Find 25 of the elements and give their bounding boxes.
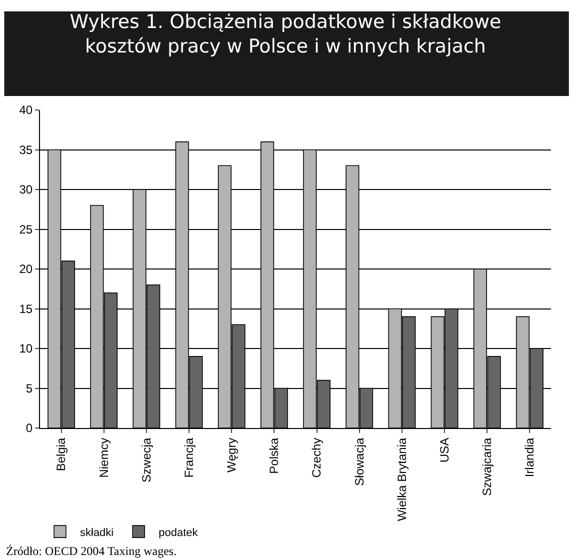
x-tick-label: USA xyxy=(437,438,452,462)
x-tick-label: Niemcy xyxy=(96,438,111,478)
x-tick-label: Słowacja xyxy=(352,437,366,486)
legend-label: składki xyxy=(80,526,114,539)
x-tick-label: Węgry xyxy=(224,438,239,472)
y-tick-label: 5 xyxy=(26,381,33,396)
x-tick-label: Szwajcaria xyxy=(480,437,494,496)
x-tick-label: Czechy xyxy=(310,438,324,478)
x-tick-label: Francja xyxy=(182,437,196,478)
x-tick-label: Irlandia xyxy=(522,437,537,478)
y-tick-label: 20 xyxy=(19,262,33,276)
y-tick-label: 30 xyxy=(19,182,33,197)
y-tick-label: 15 xyxy=(19,302,33,316)
chart-title: Wykres 1. Obciążenia podatkowe i składkowe kosztów pracy w Polsce i w innych krajach xyxy=(70,10,502,58)
y-tick-label: 40 xyxy=(19,103,33,118)
x-tick-label: Szwecja xyxy=(139,437,154,482)
y-tick-label: 35 xyxy=(19,142,33,157)
legend-label: podatek xyxy=(158,526,198,539)
y-tick-label: 0 xyxy=(26,421,33,436)
x-tick-label: Wielka Brytania xyxy=(394,437,409,522)
y-tick-label: 25 xyxy=(19,222,33,236)
x-tick-label: Polska xyxy=(267,437,282,474)
x-tick-label: Belgia xyxy=(54,437,68,472)
y-tick-label: 10 xyxy=(19,342,33,356)
text: Źródło: OECD 2004 Taxing wages. xyxy=(6,544,177,558)
